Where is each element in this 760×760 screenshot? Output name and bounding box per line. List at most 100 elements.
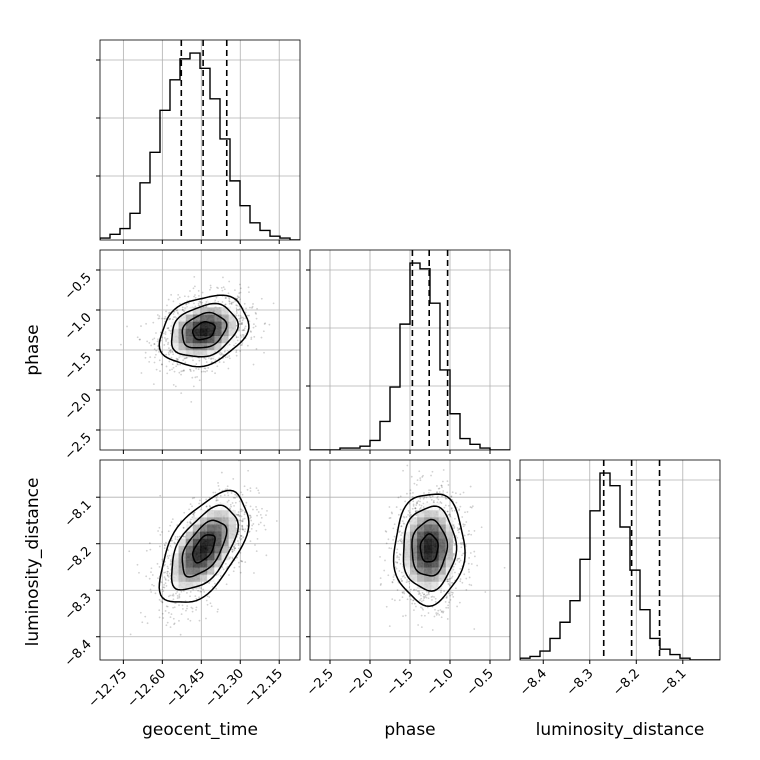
scatter-point (182, 369, 185, 372)
scatter-point (467, 568, 470, 571)
scatter-point (241, 509, 244, 512)
scatter-point (413, 602, 416, 605)
scatter-point (181, 306, 184, 309)
scatter-point (191, 376, 194, 379)
scatter-point (239, 538, 242, 541)
scatter-point (444, 497, 447, 500)
density-cell (207, 510, 215, 518)
scatter-point (173, 370, 176, 373)
scatter-point (428, 492, 430, 494)
scatter-point (205, 361, 208, 363)
scatter-point (166, 574, 169, 577)
hist-panel-geocent_time (96, 39, 301, 244)
scatter-point (454, 571, 456, 574)
scatter-point (234, 300, 237, 302)
scatter-point (199, 301, 202, 304)
density-cell (424, 524, 432, 532)
scatter-point (217, 608, 219, 611)
scatter-point (173, 623, 175, 626)
scatter-point (256, 537, 259, 540)
scatter-point (169, 545, 172, 547)
scatter-point (154, 592, 157, 595)
density-cell (192, 531, 201, 539)
scatter-point (391, 581, 394, 584)
scatter-point (169, 616, 172, 618)
scatter-point (167, 567, 170, 570)
density-cell (228, 328, 237, 337)
scatter-point (161, 601, 164, 603)
scatter-point (169, 562, 172, 565)
scatter-point (239, 528, 241, 531)
scatter-point (433, 615, 436, 618)
density-cell (417, 517, 425, 525)
scatter-point (154, 356, 156, 359)
scatter-point (413, 588, 416, 591)
scatter-point (155, 349, 158, 352)
scatter-point (236, 297, 239, 300)
scatter-point (459, 568, 462, 570)
scatter-point (166, 565, 169, 568)
scatter-point (252, 508, 254, 511)
scatter-point (465, 577, 468, 580)
scatter-point (412, 599, 415, 602)
density-cell (214, 560, 222, 568)
scatter-point (241, 520, 244, 523)
density-cell (207, 538, 215, 547)
scatter-point (205, 505, 208, 508)
scatter-point (174, 315, 177, 318)
scatter-point (144, 351, 147, 354)
scatter-point (170, 356, 173, 359)
scatter-point (165, 340, 167, 342)
scatter-point (412, 599, 414, 602)
scatter-point (182, 590, 185, 592)
scatter-point (179, 302, 181, 305)
scatter-point (237, 514, 239, 516)
scatter-point (175, 365, 178, 368)
scatter-point (237, 544, 240, 547)
scatter-point (407, 513, 409, 516)
scatter-point (438, 614, 441, 616)
scatter-point (187, 295, 190, 298)
scatter-point (166, 337, 169, 340)
scatter-point (193, 514, 195, 517)
scatter-point (231, 548, 234, 551)
scatter-point (446, 497, 448, 500)
scatter-point (411, 507, 414, 510)
scatter-point (385, 605, 388, 608)
scatter-point (468, 533, 471, 536)
density-cell (402, 531, 411, 539)
scatter-point (181, 608, 184, 610)
scatter-point (166, 327, 169, 330)
scatter-point (210, 358, 212, 360)
scatter-point (241, 323, 243, 325)
scatter-point (423, 492, 425, 494)
density-cell (424, 531, 432, 539)
scatter-point (239, 287, 242, 290)
scatter-point (264, 528, 267, 531)
scatter-point (228, 297, 230, 299)
scatter-point (201, 291, 204, 294)
scatter-point (236, 556, 238, 559)
scatter-point (231, 550, 234, 553)
scatter-point (391, 598, 394, 601)
density-cell (200, 538, 208, 547)
scatter-point (150, 571, 152, 574)
scatter-point (193, 302, 195, 305)
scatter-point (191, 516, 194, 519)
scatter-point (458, 508, 461, 511)
density-cell (185, 581, 194, 589)
scatter-point (215, 499, 218, 501)
density-cell (438, 538, 447, 547)
scatter-point (166, 574, 169, 577)
scatter-point (455, 501, 458, 504)
scatter-point (226, 501, 229, 503)
scatter-point (244, 561, 247, 564)
density-cell (214, 502, 222, 511)
scatter-point (226, 356, 229, 359)
scatter-point (465, 521, 468, 523)
scatter-point (204, 367, 207, 370)
scatter-point (241, 527, 244, 530)
scatter-point (396, 561, 399, 564)
scatter-point (154, 353, 157, 356)
scatter-point (431, 495, 434, 498)
